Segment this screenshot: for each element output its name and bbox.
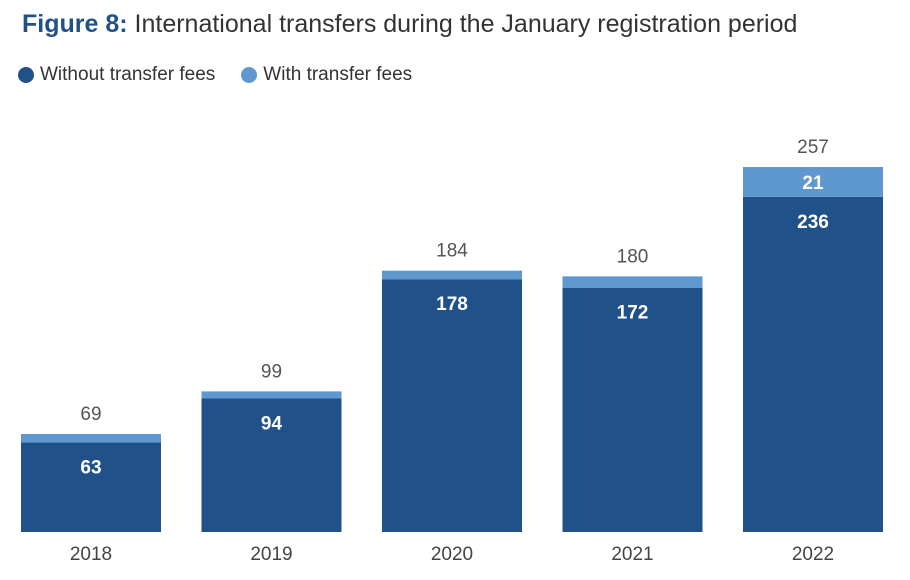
bar-segment-with-fees [562,276,703,288]
legend-item-without-fees: Without transfer fees [18,64,215,86]
legend-item-with-fees: With transfer fees [241,64,412,86]
legend: Without transfer fees With transfer fees [18,64,438,86]
total-label: 99 [261,361,282,382]
total-label: 69 [80,404,101,425]
legend-swatch-without-fees [18,67,34,83]
bar-segment-with-fees [743,167,883,197]
bar-segment-without-fees [21,442,161,532]
chart-title: Figure 8: International transfers during… [22,10,797,39]
bar-segment-with-fees [21,434,161,443]
figure-label: Figure 8: [22,10,128,38]
x-tick-label: 2022 [792,544,834,565]
legend-label-with-fees: With transfer fees [263,64,413,85]
total-label: 257 [797,137,829,158]
bar-segment-without-fees [201,398,342,532]
value-label-without-fees: 94 [261,413,283,434]
x-tick-label: 2019 [250,544,292,565]
bar-segment-without-fees [562,287,703,532]
value-label-with-fees: 21 [802,173,824,194]
value-label-without-fees: 236 [797,212,829,233]
value-label-without-fees: 63 [80,458,101,479]
x-tick-label: 2021 [611,544,653,565]
legend-label-without-fees: Without transfer fees [40,64,216,85]
bar-segment-with-fees [382,270,522,280]
bar-segment-with-fees [201,391,342,399]
legend-swatch-with-fees [241,67,258,83]
x-tick-label: 2018 [70,544,112,565]
figure-title: International transfers during the Janua… [134,10,798,38]
value-label-without-fees: 172 [617,303,649,324]
x-tick-label: 2020 [431,544,473,565]
bar-segment-without-fees [382,279,522,532]
total-label: 180 [617,246,649,267]
total-label: 184 [436,241,468,262]
value-label-without-fees: 178 [436,294,468,315]
bar-segment-without-fees [743,196,883,533]
